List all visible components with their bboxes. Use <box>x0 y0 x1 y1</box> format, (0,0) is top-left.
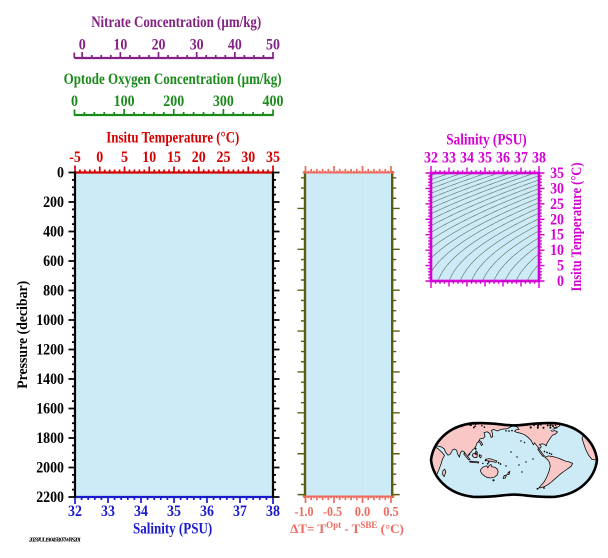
svg-text:600: 600 <box>43 253 64 270</box>
svg-text:35: 35 <box>550 165 564 182</box>
svg-text:300: 300 <box>213 93 234 110</box>
svg-text:800: 800 <box>43 283 64 300</box>
svg-text:0: 0 <box>79 37 86 54</box>
svg-text:32: 32 <box>68 503 82 520</box>
svg-text:33: 33 <box>442 150 456 167</box>
svg-text:15: 15 <box>167 149 181 166</box>
svg-text:20: 20 <box>192 149 206 166</box>
svg-text:1800: 1800 <box>36 430 64 447</box>
svg-text:25: 25 <box>550 196 564 213</box>
svg-text:-5: -5 <box>69 149 81 166</box>
svg-text:34: 34 <box>460 150 474 167</box>
svg-text:-0.5: -0.5 <box>323 504 342 519</box>
svg-text:0.5: 0.5 <box>383 504 399 519</box>
svg-text:Salinity (PSU): Salinity (PSU) <box>133 521 212 538</box>
svg-text:32: 32 <box>424 150 438 167</box>
svg-text:100: 100 <box>114 93 135 110</box>
svg-text:15: 15 <box>550 227 564 244</box>
svg-text:30: 30 <box>190 37 204 54</box>
svg-text:33: 33 <box>101 503 115 520</box>
svg-text:0.0: 0.0 <box>355 504 371 519</box>
svg-text:37: 37 <box>233 503 247 520</box>
svg-text:25: 25 <box>217 149 231 166</box>
svg-text:5: 5 <box>557 258 564 275</box>
svg-text:0: 0 <box>71 93 78 110</box>
svg-text:40: 40 <box>228 37 242 54</box>
svg-text:35: 35 <box>478 150 492 167</box>
svg-text:50: 50 <box>266 37 280 54</box>
svg-text:400: 400 <box>43 224 64 241</box>
svg-text:2023JUL19:04:58:07.WRS201: 2023JUL19:04:58:07.WRS201 <box>28 538 81 544</box>
svg-text:1400: 1400 <box>36 371 64 388</box>
svg-text:10: 10 <box>142 149 156 166</box>
svg-text:34: 34 <box>134 503 148 520</box>
svg-text:400: 400 <box>263 93 284 110</box>
svg-text:1000: 1000 <box>36 312 64 329</box>
svg-text:20: 20 <box>152 37 166 54</box>
svg-text:0: 0 <box>557 273 564 290</box>
svg-text:Nitrate Concentration (µm/kg): Nitrate Concentration (µm/kg) <box>91 14 261 31</box>
svg-text:200: 200 <box>163 93 184 110</box>
svg-text:Pressure (decibar): Pressure (decibar) <box>15 281 31 389</box>
svg-text:38: 38 <box>532 150 546 167</box>
svg-text:30: 30 <box>241 149 255 166</box>
svg-text:2000: 2000 <box>36 460 64 477</box>
svg-text:35: 35 <box>266 149 280 166</box>
svg-text:10: 10 <box>550 242 564 259</box>
svg-text:ΔT= TOpt - TSBE (°C): ΔT= TOpt - TSBE (°C) <box>290 520 404 536</box>
svg-text:1600: 1600 <box>36 401 64 418</box>
svg-text:38: 38 <box>266 503 280 520</box>
svg-text:0: 0 <box>57 165 64 182</box>
svg-text:-1.0: -1.0 <box>295 504 314 519</box>
svg-text:Salinity (PSU): Salinity (PSU) <box>446 132 526 149</box>
svg-text:1200: 1200 <box>36 342 64 359</box>
svg-text:36: 36 <box>496 150 510 167</box>
svg-text:Insitu Temperature (°C): Insitu Temperature (°C) <box>106 130 239 147</box>
svg-text:2200: 2200 <box>36 489 64 506</box>
svg-text:Insitu Temperature (°C): Insitu Temperature (°C) <box>569 163 585 292</box>
svg-text:30: 30 <box>550 180 564 197</box>
svg-text:37: 37 <box>514 150 528 167</box>
svg-text:35: 35 <box>167 503 181 520</box>
svg-text:200: 200 <box>43 194 64 211</box>
svg-text:Optode Oxygen Concentration (µ: Optode Oxygen Concentration (µm/kg) <box>64 71 282 88</box>
svg-text:0: 0 <box>96 149 103 166</box>
svg-text:36: 36 <box>200 503 214 520</box>
svg-text:10: 10 <box>113 37 127 54</box>
svg-text:5: 5 <box>121 149 128 166</box>
svg-text:20: 20 <box>550 211 564 228</box>
